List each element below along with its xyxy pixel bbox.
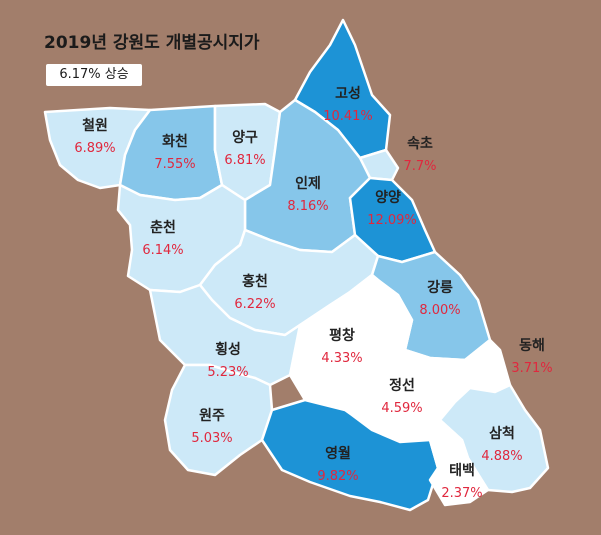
- label-value-hoengseong: 5.23%: [207, 365, 248, 380]
- label-value-hongcheon: 6.22%: [234, 297, 275, 312]
- label-name-samcheok: 삼척: [489, 426, 515, 442]
- label-value-goseong: 10.41%: [323, 109, 373, 124]
- label-name-yanggu: 양구: [232, 130, 258, 146]
- region-taebaek[interactable]: [428, 418, 490, 507]
- label-value-yeongwol: 9.82%: [317, 469, 358, 484]
- label-value-taebaek: 2.37%: [441, 486, 482, 501]
- label-value-hwacheon: 7.55%: [154, 157, 195, 172]
- label-name-chuncheon: 춘천: [150, 220, 176, 236]
- label-name-inje: 인제: [295, 175, 321, 192]
- label-value-jeongseon: 4.59%: [381, 401, 422, 416]
- label-name-jeongseon: 정선: [389, 377, 415, 394]
- map-title: 2019년 강원도 개별공시지가: [44, 33, 260, 53]
- label-name-donghae: 동해: [519, 338, 545, 354]
- label-name-hoengseong: 횡성: [215, 341, 241, 358]
- label-value-yangyang: 12.09%: [367, 213, 417, 228]
- label-value-chuncheon: 6.14%: [142, 243, 183, 258]
- label-name-gangneung: 강릉: [427, 279, 453, 296]
- label-value-samcheok: 4.88%: [481, 449, 522, 464]
- label-name-goseong: 고성: [335, 86, 361, 102]
- region-wonju[interactable]: [163, 363, 274, 477]
- label-value-sokcho: 7.7%: [403, 159, 436, 174]
- average-change-badge: 6.17% 상승: [46, 64, 142, 86]
- label-name-cheorwon: 철원: [82, 118, 108, 134]
- label-value-yanggu: 6.81%: [224, 153, 265, 168]
- label-name-pyeongchang: 평창: [329, 327, 355, 344]
- label-name-yangyang: 양양: [375, 190, 401, 206]
- label-value-cheorwon: 6.89%: [74, 141, 115, 156]
- label-value-wonju: 5.03%: [191, 431, 232, 446]
- label-name-yeongwol: 영월: [325, 445, 351, 462]
- label-name-hwacheon: 화천: [162, 134, 188, 150]
- label-name-taebaek: 태백: [449, 463, 475, 479]
- label-name-hongcheon: 홍천: [242, 273, 268, 290]
- label-name-sokcho: 속초: [407, 136, 433, 152]
- label-name-wonju: 원주: [199, 408, 225, 424]
- label-value-pyeongchang: 4.33%: [321, 351, 362, 366]
- label-value-gangneung: 8.00%: [419, 303, 460, 318]
- label-value-donghae: 3.71%: [511, 361, 552, 376]
- label-value-inje: 8.16%: [287, 199, 328, 214]
